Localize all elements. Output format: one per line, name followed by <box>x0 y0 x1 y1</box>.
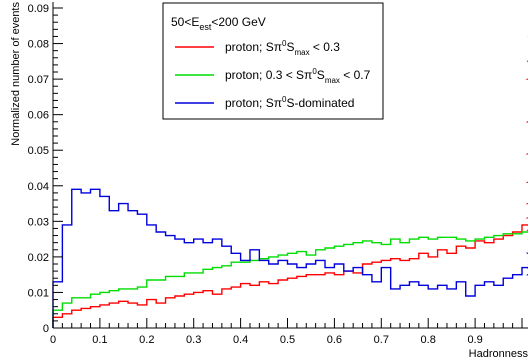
series-1-line <box>52 209 528 328</box>
y-tick-label: 0.02 <box>28 252 49 264</box>
y-tick-label: 0.09 <box>28 3 49 15</box>
x-tick-label: 0.8 <box>421 334 436 346</box>
x-ticks-layer: 0 0.1 0.2 0.3 0.4 0.5 0.6 0.7 0.8 0.9 <box>50 318 523 346</box>
y-tick-label: 0.07 <box>28 74 49 86</box>
legend-header: 50<Eest<200 GeV <box>171 15 266 32</box>
y-ticks-layer: 0 0.01 0.02 0.03 0.04 0.05 0.06 0.07 0.08 0.09 <box>28 3 63 335</box>
legend-entries: proton; Sπ0Smax < 0.3 proton; 0.3 < Sπ0Sm… <box>175 39 371 110</box>
series-0-line <box>52 35 528 328</box>
x-tick-label: 0.7 <box>374 334 389 346</box>
legend-label-0: proton; Sπ0Smax < 0.3 <box>225 39 340 57</box>
axes-layer <box>52 2 528 329</box>
legend-label-2: proton; Sπ0S-dominated <box>225 95 354 110</box>
x-tick-label: 0.3 <box>186 334 201 346</box>
x-tick-label: 0.5 <box>280 334 295 346</box>
y-axis-title: Normalized number of events <box>10 2 22 146</box>
y-tick-label: 0.06 <box>28 110 49 122</box>
y-tick-label: 0.03 <box>28 216 49 228</box>
y-tick-label: 0.05 <box>28 145 49 157</box>
x-tick-label: 0.4 <box>233 334 248 346</box>
y-tick-label: 0.04 <box>28 181 49 193</box>
x-tick-label: 0.1 <box>92 334 107 346</box>
legend-box <box>162 2 384 120</box>
legend-label-1: proton; 0.3 < Sπ0Smax < 0.7 <box>225 67 371 85</box>
x-tick-label: 0.9 <box>467 334 482 346</box>
series-2-line <box>52 188 528 328</box>
y-tick-label: 0.01 <box>28 287 49 299</box>
x-tick-label: 0.2 <box>139 334 154 346</box>
x-axis-title: Hadronness <box>469 348 528 360</box>
y-tick-label: 0.08 <box>28 39 49 51</box>
x-tick-label: 0.6 <box>327 334 342 346</box>
y-tick-label: 0 <box>43 323 49 335</box>
legend: 50<Eest<200 GeV proton; Sπ0Smax < 0.3pro… <box>162 2 384 120</box>
x-tick-label: 0 <box>50 334 56 346</box>
series-layer <box>52 35 528 328</box>
